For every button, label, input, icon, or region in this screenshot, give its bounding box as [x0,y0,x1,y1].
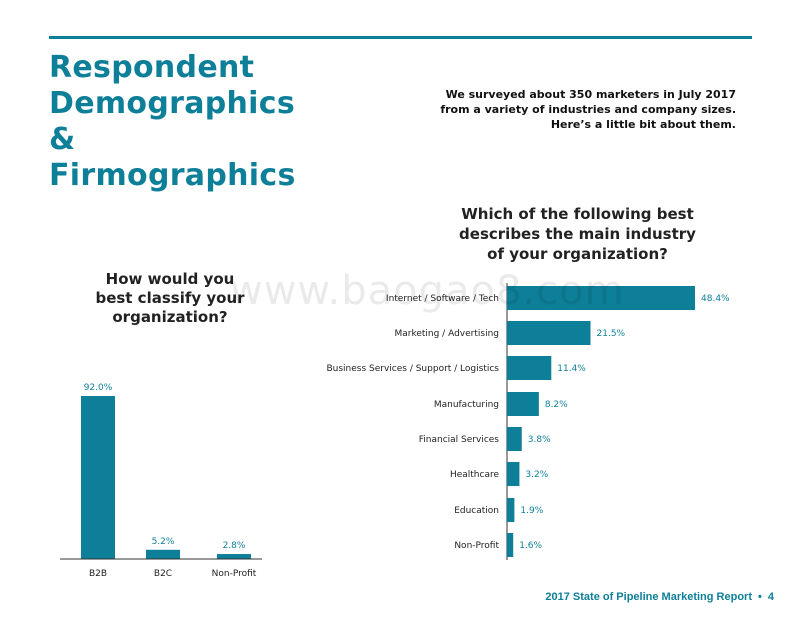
category-label: Healthcare [450,470,500,480]
category-label: Business Services / Support / Logistics [326,364,499,374]
category-label: Financial Services [419,435,500,445]
page-title-line: Demographics [49,86,295,121]
left-chart-title-line: How would you [105,270,235,288]
watermark: www.baogao8.com [230,268,625,314]
page-title-line: Firmographics [49,158,296,193]
footer-report-title: 2017 State of Pipeline Marketing Report [545,591,753,603]
bar-business-services-support-logistics [507,356,552,380]
value-label: 1.6% [519,541,542,551]
right-chart-title-line: of your organization? [487,245,668,263]
bar-healthcare [507,462,520,486]
value-label: 92.0% [84,383,113,393]
bar-education [507,498,515,522]
category-label: Non-Profit [212,569,257,579]
category-label: Education [454,506,499,516]
left-chart-title-line: best classify your [95,289,245,307]
value-label: 1.9% [520,506,543,516]
bar-internet-software-tech [507,286,695,310]
value-label: 48.4% [701,294,730,304]
category-label: Manufacturing [434,400,499,410]
value-label: 21.5% [597,329,626,339]
right-chart-title-line: Which of the following best [461,205,694,223]
bar-financial-services [507,427,522,451]
value-label: 8.2% [545,400,568,410]
value-label: 3.2% [525,470,548,480]
page-title-line: Respondent [49,50,255,85]
page-title-line: & [49,122,76,157]
category-label: B2C [154,569,172,579]
top-rule [49,36,752,39]
bar-non-profit [507,533,514,557]
bar-non-profit [217,554,251,559]
footer-bullet: • [758,591,762,603]
page-title: Respondent Demographics & Firmographics [49,50,296,194]
footer-page-number: 4 [767,591,774,603]
category-label: B2B [89,569,107,579]
value-label: 11.4% [557,364,586,374]
category-label: Non-Profit [454,541,499,551]
left-chart-title-line: organization? [112,308,228,326]
footer: 2017 State of Pipeline Marketing Report •… [545,591,774,603]
value-label: 3.8% [528,435,551,445]
right-chart-title: Which of the following best describes th… [440,204,715,264]
category-label: Marketing / Advertising [394,329,499,339]
left-chart-title: How would you best classify your organiz… [70,270,270,327]
right-chart-title-line: describes the main industry [459,225,696,243]
bar-manufacturing [507,392,539,416]
bar-marketing-advertising [507,321,591,345]
value-label: 5.2% [152,537,175,547]
bar-b2c [146,549,180,559]
category-label: Internet / Software / Tech [386,294,499,304]
bar-b2b [81,396,115,559]
intro-text: We surveyed about 350 marketers in July … [440,88,736,131]
value-label: 2.8% [223,541,246,551]
